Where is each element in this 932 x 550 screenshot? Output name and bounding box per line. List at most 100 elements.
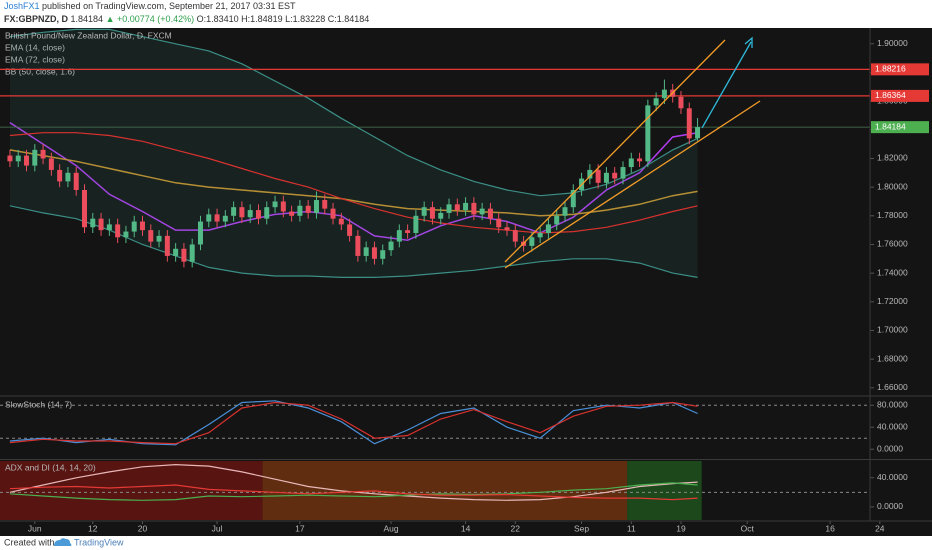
x-tick-label: Aug xyxy=(383,523,398,533)
y-tick-label: 1.72000 xyxy=(877,296,908,306)
candle-body xyxy=(115,224,121,238)
level-label-bg xyxy=(871,89,929,102)
y-tick-label: 0.0000 xyxy=(877,501,903,511)
candle-body xyxy=(487,208,493,219)
candle-body xyxy=(620,167,626,179)
candle-body xyxy=(289,211,295,216)
y-tick-label: 1.70000 xyxy=(877,325,908,335)
x-tick-label: 22 xyxy=(511,523,521,533)
candle-body xyxy=(479,208,485,215)
candle-body xyxy=(496,218,502,228)
x-tick-label: Sep xyxy=(574,523,589,533)
x-tick-label: 11 xyxy=(627,523,636,533)
chart-bg xyxy=(0,28,932,536)
candle-body xyxy=(405,230,411,234)
candle-body xyxy=(421,207,427,216)
candle-body xyxy=(181,248,187,262)
published: published on TradingView.com, September … xyxy=(40,1,297,11)
candle-body xyxy=(148,230,154,242)
footer-created: Created with xyxy=(4,537,55,547)
candle-body xyxy=(661,89,667,99)
bb-basis xyxy=(9,132,698,234)
candle-body xyxy=(222,215,228,222)
x-tick-label: Jul xyxy=(212,523,223,533)
candle-body xyxy=(355,235,361,256)
chart-title: British Pound/New Zealand Dollar, D, FXC… xyxy=(5,30,172,40)
header-line: JoshFX1 published on TradingView.com, Se… xyxy=(4,1,296,11)
candle-body xyxy=(595,169,601,183)
arrow-line xyxy=(701,41,752,129)
candle-body xyxy=(164,235,170,256)
header-bg xyxy=(0,0,932,28)
candle-body xyxy=(239,207,245,218)
candle-body xyxy=(529,237,535,246)
plot-layer: 1.66000 1.68000 1.70000 1.72000 1.74000 1.760… xyxy=(0,28,929,533)
candle-body xyxy=(686,108,692,139)
candle-body xyxy=(429,207,435,219)
adx-line xyxy=(9,463,698,501)
candle-body xyxy=(388,241,394,251)
legend-entry: EMA (72, close) xyxy=(5,54,65,64)
level-label-bg xyxy=(871,63,929,76)
drawings xyxy=(504,36,761,269)
y-tick-label: 1.74000 xyxy=(877,267,908,277)
candle-body xyxy=(554,215,560,225)
candle-body xyxy=(272,201,278,208)
candle-body xyxy=(131,221,137,232)
bb-upper xyxy=(9,28,698,197)
candle-body xyxy=(587,169,593,179)
candle-body xyxy=(645,105,651,162)
candle-body xyxy=(545,224,551,234)
candle-body xyxy=(7,155,13,162)
candle-body xyxy=(570,189,576,208)
candle-body xyxy=(612,172,618,179)
ema-line xyxy=(9,121,698,241)
candle-body xyxy=(255,210,261,219)
bb-fill xyxy=(9,29,698,278)
adx-line xyxy=(9,482,698,501)
x-tick-label: 17 xyxy=(295,523,305,533)
y-tick-label: 1.82000 xyxy=(877,153,908,163)
channel-lower xyxy=(504,100,761,269)
adx-zone xyxy=(0,461,263,520)
candle-body xyxy=(438,212,444,219)
candle-body xyxy=(98,218,104,231)
footer-bg xyxy=(0,536,932,550)
x-tick-label: Oct xyxy=(741,523,755,533)
candle-body xyxy=(247,210,253,218)
legend-entry: BB (50, close, 1.6) xyxy=(5,66,75,76)
candle-body xyxy=(413,215,419,234)
y-tick-label: 1.76000 xyxy=(877,239,908,249)
footer-logo xyxy=(54,538,72,546)
candle-body xyxy=(73,172,79,190)
candle-body xyxy=(637,158,643,162)
candle-body xyxy=(330,208,336,219)
y-tick-label: 0.0000 xyxy=(877,443,903,453)
quote-line: FX:GBPNZD, D 1.84184 ▲ +0.00774 (+0.42%)… xyxy=(4,14,369,24)
x-tick-label: 16 xyxy=(825,523,835,533)
channel-upper xyxy=(504,39,726,263)
y-tick-label: 80.0000 xyxy=(877,399,908,409)
x-tick-label: 14 xyxy=(461,523,471,533)
last: 1.84184 xyxy=(71,14,104,24)
x-tick-label: 12 xyxy=(88,523,98,533)
candle-body xyxy=(463,202,469,211)
candle-body xyxy=(57,169,63,182)
candle-body xyxy=(123,231,129,238)
candle-body xyxy=(280,201,286,212)
candle-body xyxy=(380,250,386,259)
candle-body xyxy=(347,224,353,236)
candle-body xyxy=(695,127,701,139)
y-tick-label: 1.90000 xyxy=(877,38,908,48)
last-price-bg xyxy=(871,121,929,134)
footer-brand[interactable]: TradingView xyxy=(74,537,124,547)
candle-body xyxy=(396,230,402,242)
candle-body xyxy=(189,244,195,262)
x-tick-label: Jun xyxy=(28,523,42,533)
author[interactable]: JoshFX1 xyxy=(4,1,40,11)
candle-body xyxy=(48,158,54,170)
y-tick-label: 1.78000 xyxy=(877,210,908,220)
adx-title: ADX and DI (14, 14, 20) xyxy=(5,462,96,472)
x-tick-label: 19 xyxy=(676,523,686,533)
x-tick-label: 20 xyxy=(138,523,148,533)
